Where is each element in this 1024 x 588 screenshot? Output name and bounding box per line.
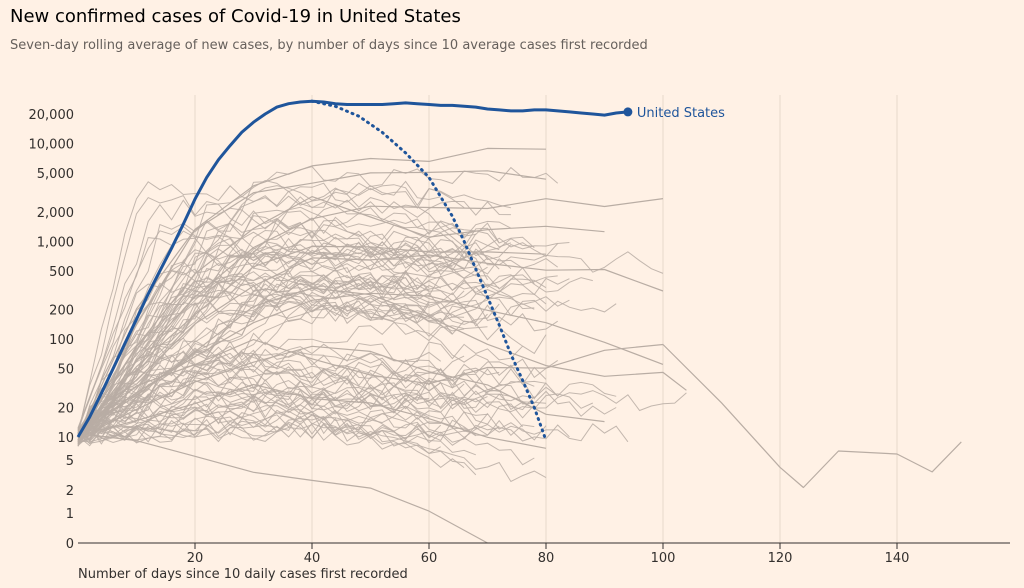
chart-title: New confirmed cases of Covid-19 in Unite… (10, 6, 461, 27)
y-tick-label: 20 (57, 402, 74, 417)
series-line-other (77, 302, 535, 446)
series-line-other (77, 227, 500, 432)
series-line-other (77, 199, 512, 429)
x-tick-label: 40 (304, 551, 321, 566)
series-line-other (77, 379, 617, 429)
series-line-other (77, 421, 547, 442)
other-countries-lines (77, 147, 962, 544)
series-line-other (77, 287, 547, 435)
series-line-other (77, 303, 500, 442)
y-tick-label: 200 (49, 304, 74, 319)
series-line-other (77, 236, 570, 432)
x-tick-label: 20 (187, 551, 204, 566)
y-tick-label: 1,000 (37, 235, 74, 250)
series-line-other (77, 194, 488, 434)
y-tick-label: 10 (57, 431, 74, 446)
series-line-other (77, 215, 476, 447)
series-line-other (77, 337, 617, 434)
x-tick-label: 80 (538, 551, 555, 566)
series-line-other (77, 379, 547, 445)
x-tick-label: 100 (651, 551, 676, 566)
series-label-united-states: United States (637, 106, 725, 121)
series-line-other (77, 248, 488, 441)
y-tick-label: 100 (49, 333, 74, 348)
y-tick-label: 50 (57, 363, 74, 378)
gridlines (194, 95, 898, 543)
y-tick-label: 5 (66, 454, 74, 469)
series-line-other (77, 219, 512, 446)
series-line-other (77, 248, 500, 430)
series-line-other (78, 277, 570, 436)
series-line-other (77, 414, 442, 445)
series-line-other (77, 241, 558, 443)
series-line-other (77, 350, 500, 438)
y-tick-label: 2,000 (37, 206, 74, 221)
y-tick-label: 500 (49, 265, 74, 280)
series-line-other (77, 206, 512, 442)
series-line-other (77, 389, 547, 443)
y-tick-label: 10,000 (29, 137, 75, 152)
series-line-other (77, 289, 465, 431)
series-line-other (77, 225, 558, 428)
series-line-other (77, 272, 593, 437)
series-line-other (77, 198, 664, 437)
series-line-other (77, 409, 477, 476)
series-line-other (77, 204, 488, 438)
y-tick-label: 2 (66, 484, 74, 499)
x-tick-label: 60 (421, 551, 438, 566)
series-line-other (77, 239, 500, 442)
series-line-other (77, 390, 687, 445)
series-line-other (77, 366, 547, 443)
series-line-other (77, 295, 617, 430)
series-line-other (77, 339, 962, 489)
series-line-dotted (310, 99, 548, 442)
reference-dotted-line (310, 99, 548, 442)
series-line-other (77, 277, 547, 436)
series-line-other (77, 179, 441, 435)
y-tick-label: 1 (66, 507, 74, 522)
series-line-other (77, 304, 465, 435)
series-line-other (77, 268, 558, 443)
series-line-other (77, 269, 441, 434)
series-line-other (77, 254, 476, 441)
series-line-other (77, 351, 442, 443)
series-line-other (77, 406, 629, 443)
series-line-other (77, 341, 523, 442)
x-axis-title: Number of days since 10 daily cases firs… (78, 567, 408, 582)
series-line-other (77, 364, 465, 436)
y-tick-label: 5,000 (37, 167, 74, 182)
y-tick-label: 20,000 (29, 108, 75, 123)
series-line-other (77, 348, 559, 440)
series-line-other (77, 187, 512, 441)
series-line-united-states (76, 99, 629, 438)
x-axis-ticks: 20 40 60 80 100 120 140 (187, 543, 910, 566)
x-tick-label: 120 (768, 551, 793, 566)
series-end-marker (623, 107, 633, 117)
y-tick-label: 0 (66, 537, 74, 552)
series-line-other (77, 432, 488, 544)
series-line-other (77, 275, 500, 438)
series-line-other (77, 301, 430, 431)
chart-subtitle: Seven-day rolling average of new cases, … (10, 38, 648, 53)
series-line-other (77, 230, 477, 447)
x-tick-label: 140 (885, 551, 910, 566)
series-line-other (77, 391, 594, 439)
y-axis-ticks: 0 1 2 5 10 20 50 100 200 500 1,000 2,000 5,000 10,000… (29, 108, 75, 552)
series-line-other (77, 347, 523, 442)
series-line-other (77, 196, 511, 432)
highlight-line: United States (76, 99, 725, 438)
series-line-other (77, 251, 664, 437)
series-line-other (77, 275, 430, 436)
